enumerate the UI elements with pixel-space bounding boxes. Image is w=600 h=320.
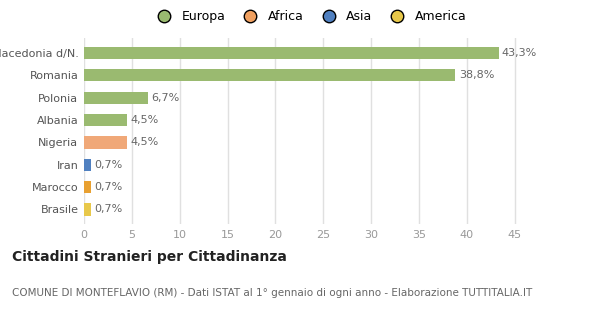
- Text: 38,8%: 38,8%: [459, 70, 494, 80]
- Bar: [84, 69, 455, 82]
- Text: 0,7%: 0,7%: [94, 160, 122, 170]
- Bar: [84, 136, 127, 148]
- Text: COMUNE DI MONTEFLAVIO (RM) - Dati ISTAT al 1° gennaio di ogni anno - Elaborazion: COMUNE DI MONTEFLAVIO (RM) - Dati ISTAT …: [12, 288, 532, 298]
- Bar: [84, 92, 148, 104]
- Text: 0,7%: 0,7%: [94, 182, 122, 192]
- Bar: [84, 47, 499, 59]
- Bar: [84, 203, 91, 216]
- Text: 4,5%: 4,5%: [130, 137, 158, 148]
- Text: 4,5%: 4,5%: [130, 115, 158, 125]
- Bar: [84, 159, 91, 171]
- Text: 43,3%: 43,3%: [502, 48, 537, 58]
- Text: Cittadini Stranieri per Cittadinanza: Cittadini Stranieri per Cittadinanza: [12, 250, 287, 264]
- Bar: [84, 181, 91, 193]
- Text: 6,7%: 6,7%: [151, 93, 180, 103]
- Bar: [84, 114, 127, 126]
- Text: 0,7%: 0,7%: [94, 204, 122, 214]
- Legend: Europa, Africa, Asia, America: Europa, Africa, Asia, America: [146, 5, 472, 28]
